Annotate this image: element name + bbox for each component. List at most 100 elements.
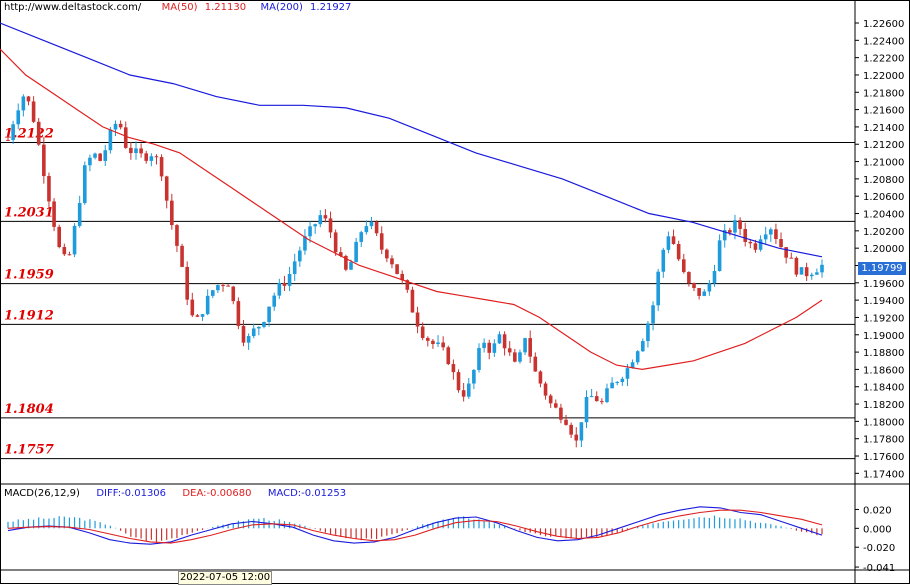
candle-up[interactable] — [292, 261, 297, 274]
candle-down[interactable] — [36, 121, 41, 145]
candle-up[interactable] — [707, 283, 712, 292]
candle-up[interactable] — [758, 239, 763, 250]
candle-up[interactable] — [21, 96, 26, 111]
candle-up[interactable] — [620, 378, 625, 383]
candle-up[interactable] — [364, 226, 369, 233]
candle-down[interactable] — [31, 101, 36, 122]
candle-up[interactable] — [318, 215, 323, 225]
candle-up[interactable] — [246, 336, 251, 343]
candle-down[interactable] — [6, 139, 10, 141]
candle-up[interactable] — [11, 124, 15, 141]
candle-down[interactable] — [553, 403, 558, 408]
candle-up[interactable] — [251, 328, 256, 337]
candle-up[interactable] — [149, 156, 154, 161]
candle-up[interactable] — [303, 236, 307, 251]
candle-down[interactable] — [390, 258, 394, 265]
candle-up[interactable] — [313, 224, 317, 227]
candle-down[interactable] — [154, 156, 159, 158]
candle-up[interactable] — [625, 368, 630, 379]
candle-down[interactable] — [57, 226, 61, 248]
candle-up[interactable] — [605, 388, 609, 403]
candle-up[interactable] — [72, 225, 77, 255]
candle-up[interactable] — [108, 129, 113, 151]
candle-up[interactable] — [482, 342, 486, 349]
candle-down[interactable] — [344, 255, 348, 270]
candle-up[interactable] — [257, 326, 261, 329]
candle-down[interactable] — [338, 252, 343, 256]
candle-down[interactable] — [379, 233, 384, 250]
candle-down[interactable] — [415, 312, 420, 327]
candle-down[interactable] — [528, 338, 532, 357]
candle-up[interactable] — [200, 314, 205, 317]
candle-up[interactable] — [354, 241, 358, 263]
candle-up[interactable] — [369, 221, 374, 227]
candle-up[interactable] — [610, 382, 614, 389]
ma50-line[interactable] — [0, 48, 823, 371]
candle-up[interactable] — [262, 322, 266, 327]
candle-up[interactable] — [635, 351, 640, 363]
candle-up[interactable] — [656, 271, 660, 306]
candle-down[interactable] — [410, 289, 415, 313]
candle-up[interactable] — [88, 157, 92, 166]
candle-up[interactable] — [615, 382, 620, 384]
macd-diff-line[interactable] — [7, 506, 823, 545]
candle-down[interactable] — [62, 247, 67, 255]
candle-down[interactable] — [323, 215, 328, 219]
candle-up[interactable] — [809, 274, 814, 277]
candle-down[interactable] — [144, 153, 149, 161]
candle-down[interactable] — [446, 347, 451, 365]
candle-down[interactable] — [676, 244, 681, 260]
candle-down[interactable] — [564, 419, 568, 425]
candle-down[interactable] — [328, 218, 333, 233]
candle-down[interactable] — [569, 424, 573, 435]
candle-up[interactable] — [666, 236, 671, 250]
candle-down[interactable] — [374, 221, 379, 234]
candle-up[interactable] — [579, 422, 584, 441]
candle-up[interactable] — [661, 249, 666, 272]
candle-up[interactable] — [584, 396, 589, 423]
candle-up[interactable] — [815, 272, 819, 275]
candle-down[interactable] — [226, 285, 230, 287]
candle-down[interactable] — [431, 340, 435, 345]
candle-up[interactable] — [472, 369, 476, 384]
candle-up[interactable] — [359, 232, 364, 242]
candle-down[interactable] — [129, 147, 133, 154]
candle-down[interactable] — [159, 157, 164, 177]
candle-down[interactable] — [743, 228, 748, 242]
candle-down[interactable] — [441, 342, 445, 348]
candle-up[interactable] — [210, 290, 215, 296]
candle-up[interactable] — [712, 270, 717, 284]
candle-up[interactable] — [497, 334, 502, 344]
candle-down[interactable] — [789, 257, 794, 259]
candle-down[interactable] — [180, 245, 184, 267]
candle-up[interactable] — [267, 306, 271, 323]
candle-up[interactable] — [769, 229, 773, 235]
candle-down[interactable] — [190, 299, 195, 316]
candle-down[interactable] — [753, 243, 758, 250]
candle-down[interactable] — [594, 396, 599, 402]
candle-down[interactable] — [236, 301, 241, 326]
candle-down[interactable] — [98, 153, 102, 161]
candle-up[interactable] — [477, 348, 481, 370]
candle-up[interactable] — [702, 291, 707, 296]
candle-down[interactable] — [487, 342, 492, 353]
candle-up[interactable] — [518, 352, 522, 362]
candle-down[interactable] — [395, 264, 399, 274]
candle-down[interactable] — [185, 266, 189, 300]
candle-down[interactable] — [784, 247, 788, 258]
candle-up[interactable] — [763, 234, 768, 240]
candle-down[interactable] — [600, 401, 604, 403]
candle-down[interactable] — [574, 434, 579, 441]
candle-down[interactable] — [67, 254, 72, 256]
candle-down[interactable] — [671, 236, 676, 245]
candle-down[interactable] — [804, 267, 809, 277]
candle-up[interactable] — [134, 148, 138, 154]
candle-down[interactable] — [118, 123, 123, 128]
candle-down[interactable] — [692, 283, 696, 288]
candle-down[interactable] — [333, 232, 338, 253]
site-url[interactable]: http://www.deltastock.com/ — [4, 2, 142, 13]
candle-up[interactable] — [630, 362, 635, 369]
candle-down[interactable] — [420, 326, 425, 339]
candle-down[interactable] — [52, 201, 56, 227]
